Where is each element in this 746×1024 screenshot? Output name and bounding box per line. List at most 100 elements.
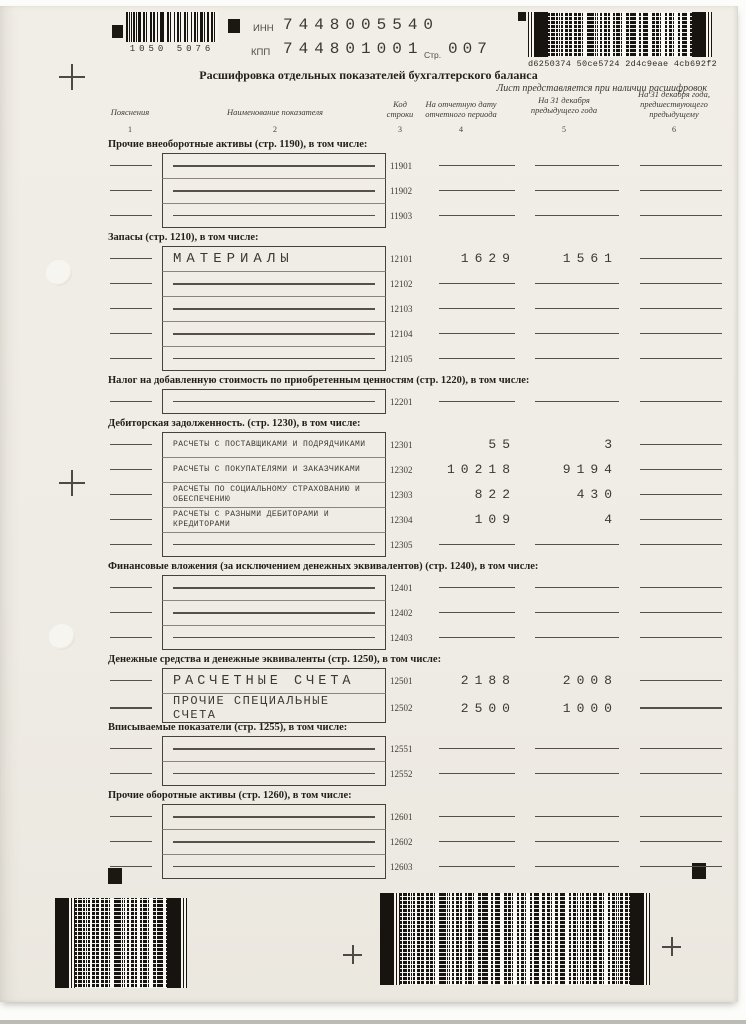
form-section: Денежные средства и денежные эквиваленты… — [108, 653, 736, 723]
value-report-date — [430, 761, 524, 786]
blank-dash — [640, 865, 722, 868]
cell-value: 3 — [604, 437, 618, 452]
blank-dash — [640, 257, 722, 260]
value-prev-prev-year — [630, 575, 732, 600]
blank-dash — [439, 164, 515, 167]
blank-dash — [110, 307, 152, 310]
row-code: 12403 — [390, 632, 413, 643]
cell-value: 9194 — [562, 462, 618, 477]
column-number: 4 — [459, 125, 463, 134]
value-prev-prev-year — [630, 296, 732, 321]
blank-dash — [534, 636, 620, 639]
indicator-name-cell: ПРОЧИЕ СПЕЦИАЛЬНЫЕ СЧЕТА — [162, 693, 386, 723]
table-row: 12602 — [108, 829, 736, 854]
indicator-name-cell — [162, 271, 386, 296]
crop-mark-plus-icon — [59, 470, 85, 496]
blank-dash — [173, 841, 375, 843]
blank-dash — [173, 816, 375, 818]
barcode-stop-bar — [167, 898, 180, 988]
blank-dash — [534, 772, 620, 775]
blank-dash — [110, 443, 152, 446]
column-header-prev-prev-year: На 31 декабря года, предшествующего пред… — [638, 89, 710, 120]
explanation-cell — [108, 321, 156, 346]
explanation-cell — [108, 761, 156, 786]
explanation-cell — [108, 432, 156, 457]
explanation-cell — [108, 507, 156, 532]
blank-dash — [439, 357, 515, 360]
cell-value: 1629 — [460, 251, 516, 266]
value-prev-year — [524, 736, 630, 761]
inn-label: ИНН — [253, 23, 274, 34]
blank-dash — [110, 493, 152, 496]
explanation-cell — [108, 271, 156, 296]
blank-dash — [439, 636, 515, 639]
indicator-name-cell — [162, 854, 386, 879]
scanner-edge — [0, 1020, 746, 1024]
row-code: 12101 — [390, 253, 413, 264]
column-number: 2 — [273, 125, 277, 134]
explanation-cell — [108, 532, 156, 557]
blank-dash — [439, 307, 515, 310]
punch-hole — [46, 260, 72, 286]
page-subtitle: Лист представляется при наличии расшифро… — [496, 83, 708, 94]
blank-dash — [173, 400, 375, 403]
crop-mark-plus-icon — [343, 945, 362, 964]
column-header-prev-year: На 31 декабря предыдущего года — [530, 95, 598, 116]
blank-dash — [173, 333, 375, 335]
form-barcode-2d — [380, 893, 650, 985]
indicator-name-cell: РАСЧЕТЫ С РАЗНЫМИ ДЕБИТОРАМИ И КРЕДИТОРА… — [162, 507, 386, 532]
value-report-date — [430, 271, 524, 296]
indicator-name-cell: РАСЧЕТЫ ПО СОЦИАЛЬНОМУ СТРАХОВАНИЮ И ОБЕ… — [162, 482, 386, 507]
indicator-name-cell: МАТЕРИАЛЫ — [162, 246, 386, 271]
barcode-guard-bars — [68, 898, 75, 988]
value-prev-prev-year — [630, 600, 732, 625]
value-prev-prev-year — [630, 389, 732, 414]
value-report-date: 55 — [430, 432, 524, 457]
row-code: 11902 — [390, 185, 413, 196]
explanation-cell — [108, 693, 156, 723]
row-code: 12601 — [390, 811, 413, 822]
table-row: МАТЕРИАЛЫ 12101 1629 1561 — [108, 246, 736, 271]
blank-dash — [439, 543, 515, 546]
blank-dash — [173, 283, 375, 285]
blank-dash — [640, 493, 722, 496]
column-number: 3 — [398, 125, 402, 134]
blank-dash — [110, 772, 152, 775]
blank-dash — [110, 214, 152, 217]
blank-dash — [173, 357, 375, 360]
indicator-name-cell — [162, 829, 386, 854]
value-prev-year: 1561 — [524, 246, 630, 271]
table-row: 11901 — [108, 153, 736, 178]
value-prev-year: 3 — [524, 432, 630, 457]
value-report-date — [430, 575, 524, 600]
column-header-report-date: На отчетную дату отчетного периода — [425, 99, 497, 120]
row-code: 11901 — [390, 160, 413, 171]
table-row: 11903 — [108, 203, 736, 228]
kpp-value: 744801001 — [283, 40, 424, 58]
value-prev-year — [524, 575, 630, 600]
value-prev-prev-year — [630, 736, 732, 761]
kpp-label: КПП — [251, 47, 271, 58]
blank-dash — [173, 865, 375, 868]
blank-dash — [173, 543, 375, 546]
indicator-name: РАСЧЕТЫ С ПОСТАВЩИКАМИ И ПОДРЯДЧИКАМИ — [173, 440, 366, 450]
blank-dash — [173, 636, 375, 639]
row-code: 12104 — [390, 328, 413, 339]
value-prev-prev-year — [630, 432, 732, 457]
explanation-cell — [108, 203, 156, 228]
indicator-name-cell — [162, 178, 386, 203]
form-sections: Прочие внеоборотные активы (стр. 1190), … — [108, 138, 736, 879]
table-row: ПРОЧИЕ СПЕЦИАЛЬНЫЕ СЧЕТА 12502 2500 1000 — [108, 693, 736, 723]
value-report-date — [430, 321, 524, 346]
blank-dash — [640, 357, 722, 360]
explanation-cell — [108, 482, 156, 507]
row-code: 12502 — [390, 703, 413, 713]
table-row: 12105 — [108, 346, 736, 371]
barcode-guard-bars — [705, 12, 712, 57]
blank-dash — [640, 611, 722, 614]
indicator-name: РАСЧЕТНЫЕ СЧЕТА — [173, 673, 355, 689]
value-prev-year — [524, 829, 630, 854]
blank-dash — [534, 840, 620, 843]
table-row: 12103 — [108, 296, 736, 321]
value-report-date — [430, 178, 524, 203]
